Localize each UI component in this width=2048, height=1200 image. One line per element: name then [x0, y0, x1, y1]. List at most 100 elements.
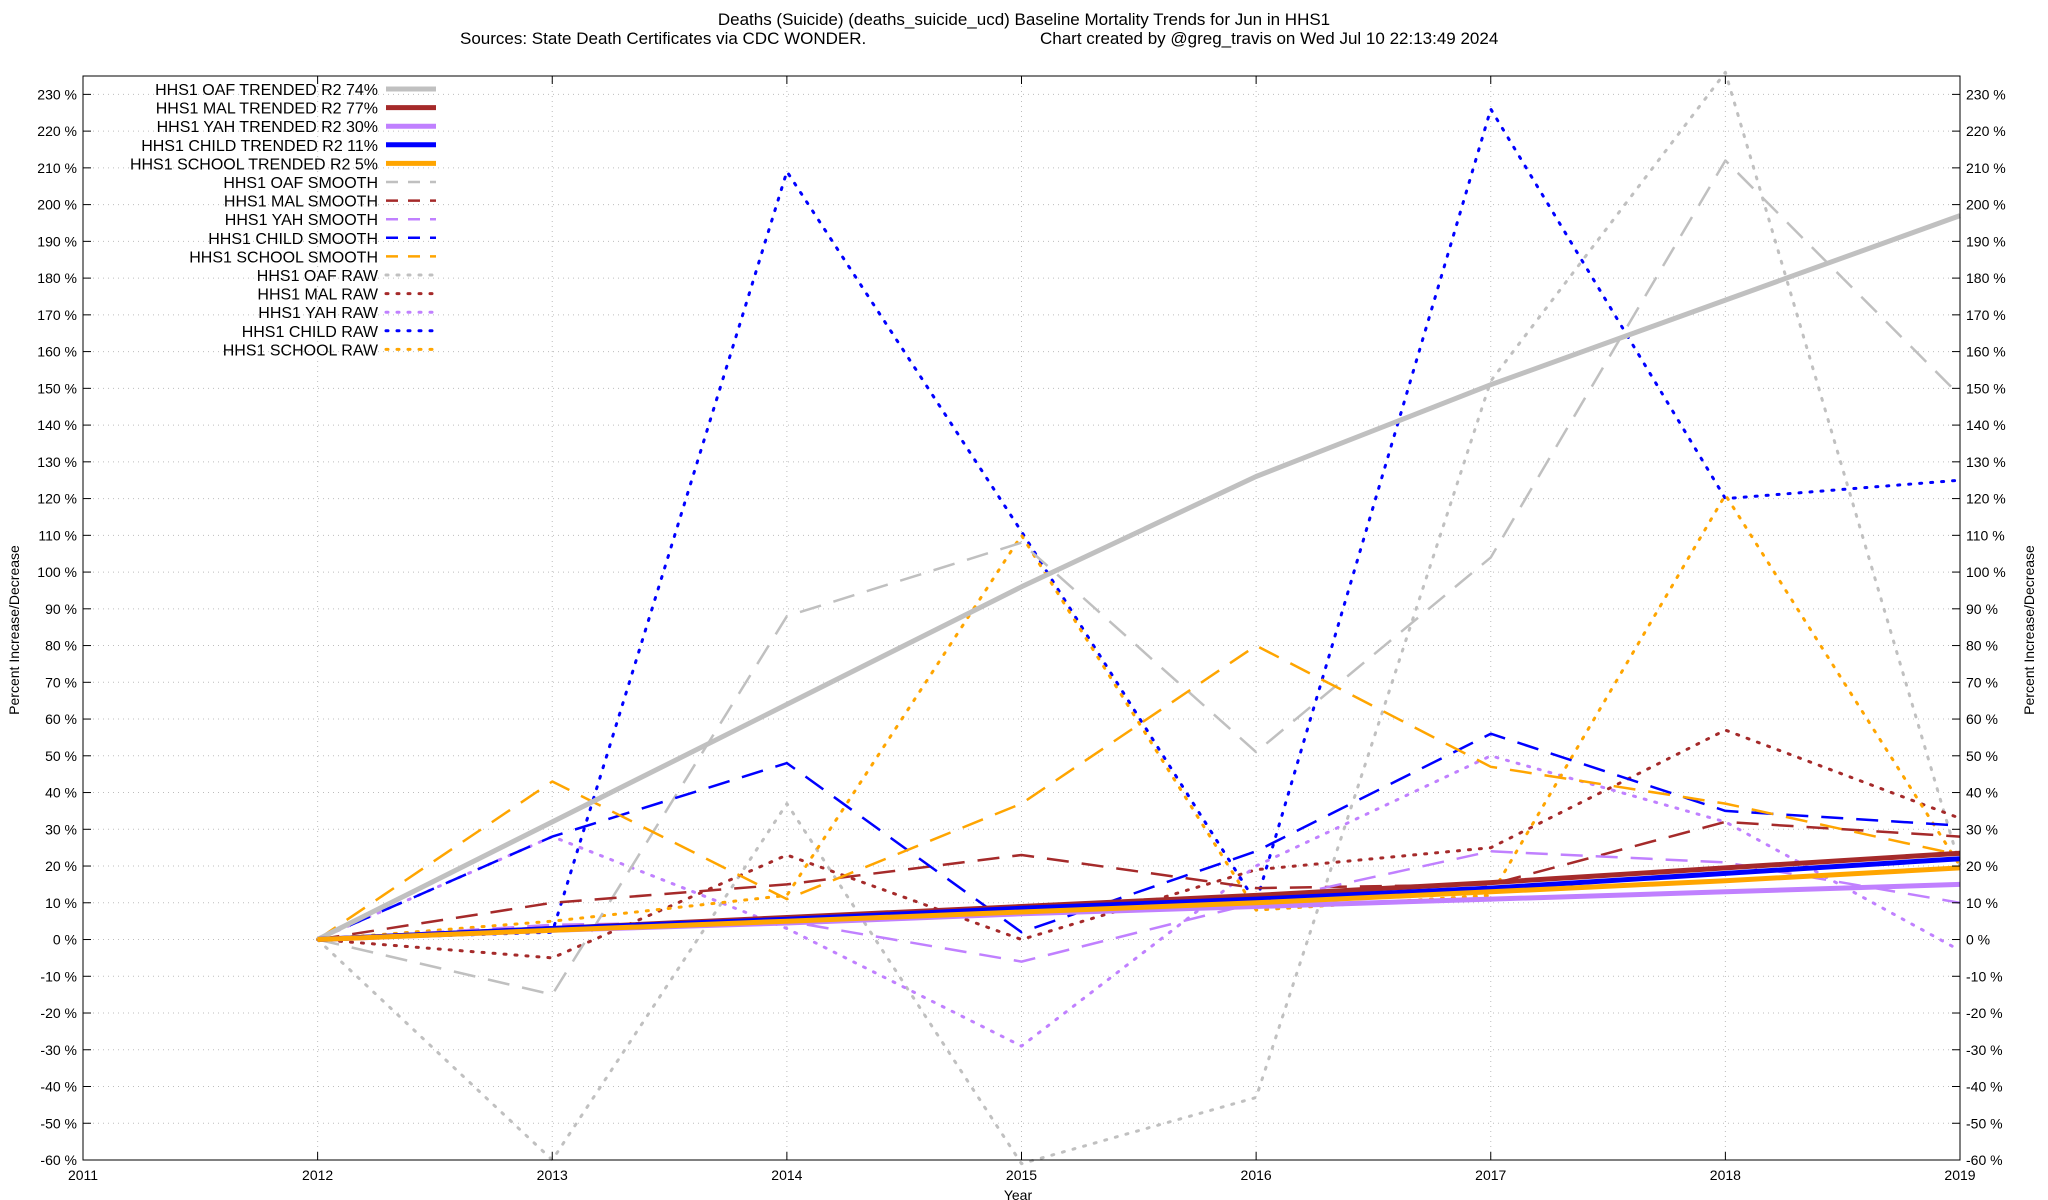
legend-label-hhs1-school-smooth: HHS1 SCHOOL SMOOTH	[189, 249, 378, 266]
y-tick-label-right: 0 %	[1966, 932, 1990, 948]
y-tick-label-left: 180 %	[37, 270, 77, 286]
y-tick-label-left: 0 %	[53, 932, 77, 948]
y-tick-label-left: 60 %	[45, 711, 77, 727]
y-tick-label-left: 160 %	[37, 344, 77, 360]
y-tick-label-left: 190 %	[37, 233, 77, 249]
y-tick-label-left: -30 %	[40, 1042, 77, 1058]
y-tick-label-left: 50 %	[45, 748, 77, 764]
legend-label-hhs1-yah-trended-r2: HHS1 YAH TRENDED R2 30%	[157, 119, 378, 136]
y-tick-label-right: 80 %	[1966, 638, 1998, 654]
legend-label-hhs1-yah-raw: HHS1 YAH RAW	[258, 305, 379, 322]
x-tick-label: 2019	[1944, 1167, 1975, 1183]
y-tick-label-right: 150 %	[1966, 380, 2006, 396]
y-tick-label-right: 180 %	[1966, 270, 2006, 286]
y-tick-label-right: 60 %	[1966, 711, 1998, 727]
x-tick-label: 2011	[68, 1167, 98, 1183]
chart-credit: Chart created by @greg_travis on Wed Jul…	[1040, 29, 1498, 48]
x-tick-label: 2013	[537, 1167, 568, 1183]
y-tick-label-left: 110 %	[38, 527, 77, 543]
y-tick-label-left: -50 %	[40, 1115, 77, 1131]
y-tick-label-left: 20 %	[45, 858, 77, 874]
x-tick-label: 2016	[1241, 1167, 1272, 1183]
y-tick-label-right: 220 %	[1966, 123, 2006, 139]
y-tick-label-right: 170 %	[1966, 307, 2006, 323]
y-tick-label-right: 230 %	[1966, 86, 2006, 102]
legend-label-hhs1-oaf-raw: HHS1 OAF RAW	[257, 268, 379, 285]
y-tick-label-right: 70 %	[1966, 674, 1998, 690]
y-tick-label-left: 30 %	[45, 821, 77, 837]
y-tick-label-right: 90 %	[1966, 601, 1998, 617]
y-tick-label-right: 160 %	[1966, 344, 2006, 360]
y-tick-label-right: -30 %	[1966, 1042, 2003, 1058]
y-tick-label-right: -10 %	[1966, 968, 2003, 984]
legend-label-hhs1-mal-raw: HHS1 MAL RAW	[257, 287, 379, 304]
chart-title: Deaths (Suicide) (deaths_suicide_ucd) Ba…	[718, 10, 1330, 29]
y-tick-label-left: 10 %	[45, 895, 77, 911]
y-axis-label-right: Percent Increase/Decrease	[2021, 545, 2037, 715]
series-line-hhs1-school-trended-r2	[317, 865, 1961, 942]
series-line-hhs1-school-raw	[316, 493, 1962, 941]
x-tick-label: 2014	[771, 1167, 802, 1183]
y-tick-label-right: 40 %	[1966, 785, 1998, 801]
chart-source: Sources: State Death Certificates via CD…	[460, 29, 866, 48]
y-tick-label-right: 210 %	[1966, 160, 2006, 176]
y-tick-label-right: 100 %	[1966, 564, 2006, 580]
legend: HHS1 OAF TRENDED R2 74% HHS1 MAL TRENDED …	[130, 82, 438, 359]
y-tick-label-left: -40 %	[40, 1079, 77, 1095]
y-tick-label-left: 170 %	[37, 307, 77, 323]
y-tick-label-left: 210 %	[37, 160, 77, 176]
y-tick-label-left: 130 %	[37, 454, 77, 470]
y-tick-label-left: -20 %	[40, 1005, 77, 1021]
legend-label-hhs1-child-smooth: HHS1 CHILD SMOOTH	[208, 231, 378, 248]
y-tick-label-right: 50 %	[1966, 748, 1998, 764]
y-tick-label-left: 40 %	[45, 785, 77, 801]
y-tick-label-right: -40 %	[1966, 1079, 2003, 1095]
y-tick-label-right: -60 %	[1966, 1152, 2003, 1168]
y-tick-label-right: 20 %	[1966, 858, 1998, 874]
series-line-hhs1-yah-raw	[316, 754, 1962, 1048]
series-line-hhs1-oaf-trended-r2	[316, 213, 1961, 942]
axes: -60 % -60 % -50 % -50 % -40 % -40 % -30 % -30 %…	[37, 76, 2006, 1183]
legend-label-hhs1-school-trended-r2: HHS1 SCHOOL TRENDED R2 5%	[130, 156, 378, 173]
y-axis-label-left: Percent Increase/Decrease	[6, 545, 22, 715]
y-tick-label-left: 150 %	[37, 380, 77, 396]
y-tick-label-right: 190 %	[1966, 233, 2006, 249]
y-tick-label-right: 130 %	[1966, 454, 2006, 470]
plot-area	[316, 70, 1962, 1166]
series-line-hhs1-oaf-raw	[316, 70, 1962, 1166]
legend-label-hhs1-oaf-smooth: HHS1 OAF SMOOTH	[223, 175, 378, 192]
y-tick-label-left: 90 %	[45, 601, 77, 617]
legend-label-hhs1-school-raw: HHS1 SCHOOL RAW	[223, 342, 379, 359]
x-tick-label: 2012	[302, 1167, 333, 1183]
series-line-hhs1-mal-raw	[316, 728, 1962, 960]
y-tick-label-left: 220 %	[37, 123, 77, 139]
y-tick-label-right: 110 %	[1966, 527, 2005, 543]
y-tick-label-right: 200 %	[1966, 197, 2006, 213]
y-tick-label-right: 10 %	[1966, 895, 1998, 911]
y-tick-label-right: -20 %	[1966, 1005, 2003, 1021]
series-line-hhs1-mal-smooth	[317, 820, 1961, 941]
y-tick-label-left: 80 %	[45, 638, 77, 654]
y-tick-label-left: 140 %	[37, 417, 77, 433]
y-tick-label-left: 120 %	[37, 491, 77, 507]
x-tick-label: 2017	[1475, 1167, 1506, 1183]
legend-label-hhs1-yah-smooth: HHS1 YAH SMOOTH	[225, 212, 378, 229]
x-axis-label: Year	[1004, 1187, 1033, 1200]
y-tick-label-left: 230 %	[37, 86, 77, 102]
x-tick-label: 2018	[1710, 1167, 1741, 1183]
y-tick-label-left: -60 %	[40, 1152, 77, 1168]
y-tick-label-right: -50 %	[1966, 1115, 2003, 1131]
y-tick-label-right: 140 %	[1966, 417, 2006, 433]
y-tick-label-left: 200 %	[37, 197, 77, 213]
y-tick-label-left: 70 %	[45, 674, 77, 690]
legend-label-hhs1-mal-smooth: HHS1 MAL SMOOTH	[224, 194, 378, 211]
y-tick-label-left: 100 %	[37, 564, 77, 580]
series-line-hhs1-yah-smooth	[317, 850, 1961, 963]
x-tick-label: 2015	[1006, 1167, 1037, 1183]
legend-label-hhs1-oaf-trended-r2: HHS1 OAF TRENDED R2 74%	[155, 82, 378, 99]
legend-label-hhs1-mal-trended-r2: HHS1 MAL TRENDED R2 77%	[156, 101, 378, 118]
y-tick-label-right: 30 %	[1966, 821, 1998, 837]
legend-label-hhs1-child-raw: HHS1 CHILD RAW	[242, 324, 379, 341]
y-tick-label-left: -10 %	[40, 968, 77, 984]
